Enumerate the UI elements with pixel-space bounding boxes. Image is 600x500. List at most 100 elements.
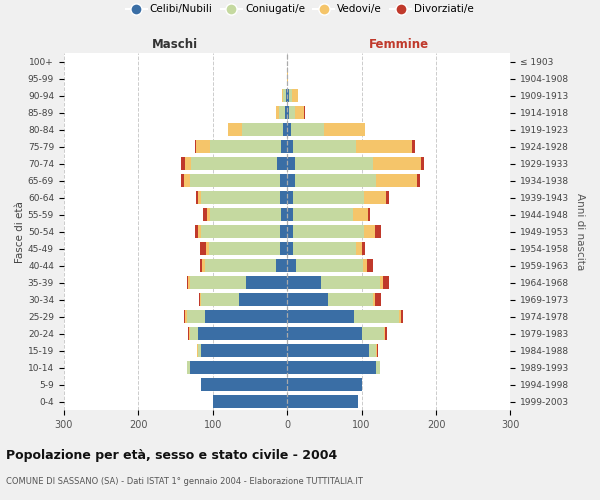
Bar <box>276 106 279 120</box>
Bar <box>198 191 202 204</box>
Bar <box>200 293 202 306</box>
Bar <box>200 242 206 256</box>
Bar <box>239 293 287 306</box>
Bar <box>198 225 202 238</box>
Bar <box>279 106 285 120</box>
Bar <box>211 208 281 222</box>
Bar <box>362 327 384 340</box>
Bar <box>375 225 381 238</box>
Bar <box>202 378 287 392</box>
Bar <box>286 89 287 102</box>
Bar <box>190 276 246 289</box>
Text: Popolazione per età, sesso e stato civile - 2004: Popolazione per età, sesso e stato civil… <box>6 450 337 462</box>
Bar <box>198 327 287 340</box>
Bar <box>185 310 187 324</box>
Bar <box>280 174 287 188</box>
Bar <box>287 106 289 120</box>
Bar <box>287 344 369 358</box>
Bar <box>356 242 362 256</box>
Bar <box>320 276 380 289</box>
Bar <box>207 208 211 222</box>
Bar <box>203 208 207 222</box>
Bar <box>287 276 320 289</box>
Text: Maschi: Maschi <box>152 38 199 51</box>
Bar <box>184 174 190 188</box>
Bar <box>287 395 358 408</box>
Bar <box>367 259 373 272</box>
Bar <box>188 276 190 289</box>
Bar <box>368 208 370 222</box>
Bar <box>356 140 412 153</box>
Bar <box>287 208 293 222</box>
Bar <box>354 310 399 324</box>
Bar <box>211 140 281 153</box>
Bar <box>190 174 280 188</box>
Bar <box>282 89 283 102</box>
Bar <box>363 259 367 272</box>
Bar <box>401 310 403 324</box>
Bar <box>242 123 283 136</box>
Bar <box>293 208 353 222</box>
Bar <box>195 225 198 238</box>
Bar <box>421 157 424 170</box>
Bar <box>287 378 362 392</box>
Bar <box>185 157 191 170</box>
Bar <box>184 310 185 324</box>
Bar <box>287 225 293 238</box>
Bar <box>187 276 188 289</box>
Bar <box>187 361 190 374</box>
Bar <box>293 140 356 153</box>
Bar <box>377 344 378 358</box>
Bar <box>385 327 387 340</box>
Bar <box>384 327 385 340</box>
Bar <box>227 123 242 136</box>
Bar <box>205 259 276 272</box>
Y-axis label: Anni di nascita: Anni di nascita <box>575 193 585 270</box>
Bar <box>276 259 287 272</box>
Bar <box>189 327 190 340</box>
Bar <box>181 174 184 188</box>
Bar <box>196 191 198 204</box>
Bar <box>280 242 287 256</box>
Bar <box>287 310 354 324</box>
Bar <box>295 106 304 120</box>
Bar <box>202 293 239 306</box>
Bar <box>373 157 421 170</box>
Bar <box>418 174 421 188</box>
Bar <box>202 344 287 358</box>
Bar <box>191 157 277 170</box>
Bar <box>292 89 298 102</box>
Bar <box>197 344 198 358</box>
Bar <box>375 293 381 306</box>
Bar <box>412 140 415 153</box>
Bar <box>325 123 365 136</box>
Bar <box>376 174 418 188</box>
Bar <box>187 310 205 324</box>
Bar <box>281 208 287 222</box>
Bar <box>188 327 189 340</box>
Y-axis label: Fasce di età: Fasce di età <box>15 201 25 262</box>
Bar <box>206 242 209 256</box>
Bar <box>195 140 196 153</box>
Bar <box>280 225 287 238</box>
Bar <box>212 395 287 408</box>
Bar <box>295 174 376 188</box>
Bar <box>280 191 287 204</box>
Bar <box>296 259 363 272</box>
Bar <box>328 293 373 306</box>
Bar <box>383 276 389 289</box>
Bar <box>202 191 280 204</box>
Bar <box>287 327 362 340</box>
Bar <box>287 174 295 188</box>
Legend: Celibi/Nubili, Coniugati/e, Vedovi/e, Divorziati/e: Celibi/Nubili, Coniugati/e, Vedovi/e, Di… <box>122 0 478 18</box>
Bar <box>399 310 401 324</box>
Bar <box>287 293 328 306</box>
Bar <box>198 344 202 358</box>
Bar <box>287 157 295 170</box>
Bar <box>376 344 377 358</box>
Bar <box>293 191 364 204</box>
Text: COMUNE DI SASSANO (SA) - Dati ISTAT 1° gennaio 2004 - Elaborazione TUTTITALIA.IT: COMUNE DI SASSANO (SA) - Dati ISTAT 1° g… <box>6 477 363 486</box>
Bar <box>281 140 287 153</box>
Bar <box>287 140 293 153</box>
Bar <box>202 225 280 238</box>
